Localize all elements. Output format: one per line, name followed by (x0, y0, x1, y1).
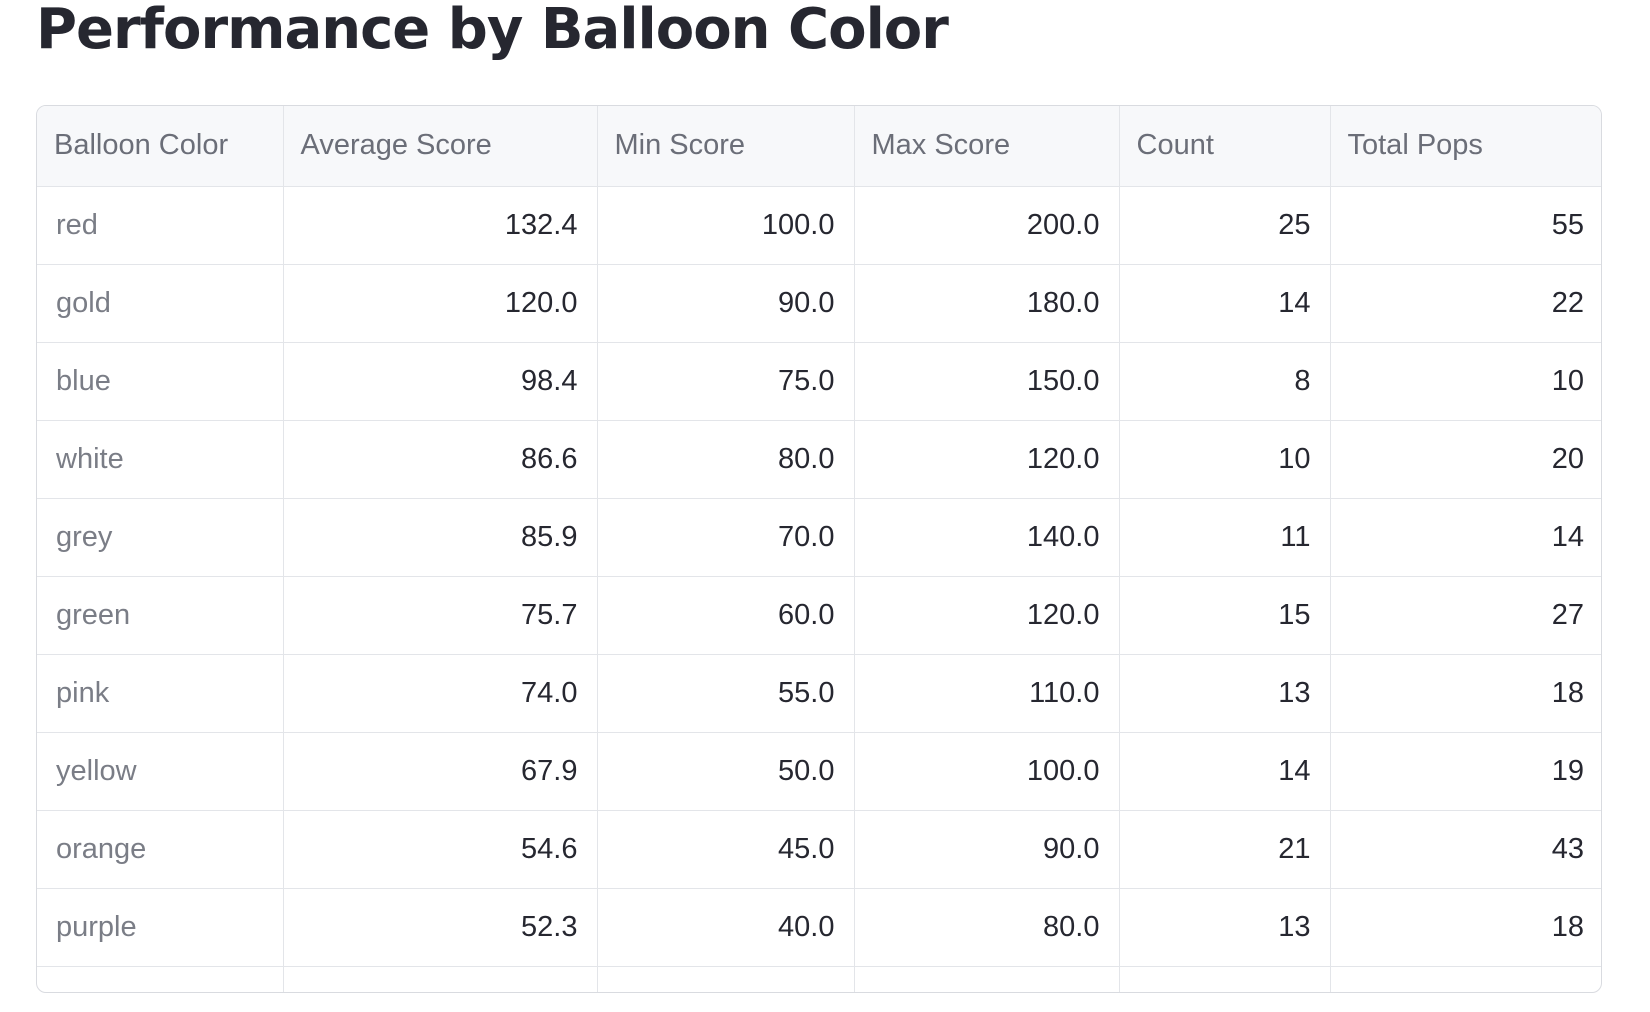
table-cell-min-score[interactable]: 45.0 (597, 810, 855, 889)
table-cell-max-score[interactable]: 110.0 (854, 654, 1120, 733)
table-cell-max-score[interactable]: 150.0 (854, 342, 1120, 421)
table-cell-balloon-color[interactable] (37, 966, 284, 992)
table-cell-count[interactable]: 10 (1119, 420, 1331, 499)
table-cell-max-score[interactable]: 200.0 (854, 186, 1120, 265)
table-cell-total-pops[interactable]: 55 (1330, 186, 1601, 265)
table-cell-min-score[interactable]: 90.0 (597, 264, 855, 343)
table-cell-total-pops[interactable] (1330, 966, 1601, 992)
table-cell-total-pops[interactable]: 10 (1330, 342, 1601, 421)
table-cell-average-score[interactable] (283, 966, 598, 992)
table-cell-count[interactable]: 14 (1119, 732, 1331, 811)
table-cell-balloon-color[interactable]: grey (37, 498, 284, 577)
column-header-count[interactable]: Count (1119, 106, 1331, 187)
table-cell-balloon-color[interactable]: pink (37, 654, 284, 733)
table-cell-count[interactable]: 11 (1119, 498, 1331, 577)
table-cell-max-score[interactable]: 180.0 (854, 264, 1120, 343)
table-cell-total-pops[interactable]: 22 (1330, 264, 1601, 343)
table-cell-average-score[interactable]: 75.7 (283, 576, 598, 655)
table-row: purple 52.3 40.0 80.0 13 18 (37, 888, 1601, 967)
table-cell-count[interactable]: 15 (1119, 576, 1331, 655)
table-row: red 132.4 100.0 200.0 25 55 (37, 186, 1601, 265)
column-header-min-score[interactable]: Min Score (597, 106, 855, 187)
table-cell-count[interactable]: 8 (1119, 342, 1331, 421)
table-cell-max-score[interactable]: 100.0 (854, 732, 1120, 811)
table-cell-balloon-color[interactable]: blue (37, 342, 284, 421)
table-cell-average-score[interactable]: 67.9 (283, 732, 598, 811)
column-header-max-score[interactable]: Max Score (854, 106, 1120, 187)
table-cell-average-score[interactable]: 86.6 (283, 420, 598, 499)
table-cell-total-pops[interactable]: 18 (1330, 888, 1601, 967)
table-cell-max-score[interactable] (854, 966, 1120, 992)
table-row: yellow 67.9 50.0 100.0 14 19 (37, 732, 1601, 811)
table-cell-average-score[interactable]: 54.6 (283, 810, 598, 889)
table-cell-min-score[interactable]: 70.0 (597, 498, 855, 577)
table-row: pink 74.0 55.0 110.0 13 18 (37, 654, 1601, 733)
table-cell-min-score[interactable]: 50.0 (597, 732, 855, 811)
table-cell-balloon-color[interactable]: white (37, 420, 284, 499)
table-cell-average-score[interactable]: 132.4 (283, 186, 598, 265)
data-table-container[interactable]: Balloon Color Average Score Min Score Ma… (36, 105, 1602, 993)
table-cell-total-pops[interactable]: 14 (1330, 498, 1601, 577)
table-cell-min-score[interactable]: 55.0 (597, 654, 855, 733)
table-cell-max-score[interactable]: 80.0 (854, 888, 1120, 967)
table-cell-average-score[interactable]: 85.9 (283, 498, 598, 577)
table-cell-max-score[interactable]: 120.0 (854, 576, 1120, 655)
table-header-row: Balloon Color Average Score Min Score Ma… (37, 106, 1601, 187)
table-cell-count[interactable] (1119, 966, 1331, 992)
table-cell-total-pops[interactable]: 27 (1330, 576, 1601, 655)
table-cell-min-score[interactable]: 40.0 (597, 888, 855, 967)
table-cell-count[interactable]: 13 (1119, 888, 1331, 967)
table-cell-total-pops[interactable]: 19 (1330, 732, 1601, 811)
column-header-balloon-color[interactable]: Balloon Color (37, 106, 284, 187)
table-cell-max-score[interactable]: 140.0 (854, 498, 1120, 577)
table-row: orange 54.6 45.0 90.0 21 43 (37, 810, 1601, 889)
table-cell-balloon-color[interactable]: red (37, 186, 284, 265)
table-cell-average-score[interactable]: 52.3 (283, 888, 598, 967)
data-table: Balloon Color Average Score Min Score Ma… (37, 106, 1601, 992)
table-cell-balloon-color[interactable]: green (37, 576, 284, 655)
table-row: grey 85.9 70.0 140.0 11 14 (37, 498, 1601, 577)
table-cell-count[interactable]: 14 (1119, 264, 1331, 343)
table-cell-total-pops[interactable]: 18 (1330, 654, 1601, 733)
table-cell-total-pops[interactable]: 20 (1330, 420, 1601, 499)
table-cell-average-score[interactable]: 120.0 (283, 264, 598, 343)
table-cell-min-score[interactable]: 75.0 (597, 342, 855, 421)
table-cell-average-score[interactable]: 74.0 (283, 654, 598, 733)
table-cell-min-score[interactable]: 100.0 (597, 186, 855, 265)
table-cell-max-score[interactable]: 90.0 (854, 810, 1120, 889)
table-cell-count[interactable]: 13 (1119, 654, 1331, 733)
table-row: gold 120.0 90.0 180.0 14 22 (37, 264, 1601, 343)
table-cell-min-score[interactable]: 60.0 (597, 576, 855, 655)
table-cell-total-pops[interactable]: 43 (1330, 810, 1601, 889)
table-cell-min-score[interactable] (597, 966, 855, 992)
page-title: Performance by Balloon Color (36, 0, 949, 62)
column-header-total-pops[interactable]: Total Pops (1330, 106, 1601, 187)
table-row: white 86.6 80.0 120.0 10 20 (37, 420, 1601, 499)
column-header-average-score[interactable]: Average Score (283, 106, 598, 187)
table-cell-count[interactable]: 21 (1119, 810, 1331, 889)
table-cell-balloon-color[interactable]: gold (37, 264, 284, 343)
table-cell-count[interactable]: 25 (1119, 186, 1331, 265)
table-cell-average-score[interactable]: 98.4 (283, 342, 598, 421)
table-cell-balloon-color[interactable]: yellow (37, 732, 284, 811)
table-cell-max-score[interactable]: 120.0 (854, 420, 1120, 499)
table-row-partial (37, 966, 1601, 992)
table-row: blue 98.4 75.0 150.0 8 10 (37, 342, 1601, 421)
table-cell-balloon-color[interactable]: orange (37, 810, 284, 889)
table-cell-min-score[interactable]: 80.0 (597, 420, 855, 499)
table-cell-balloon-color[interactable]: purple (37, 888, 284, 967)
table-row: green 75.7 60.0 120.0 15 27 (37, 576, 1601, 655)
